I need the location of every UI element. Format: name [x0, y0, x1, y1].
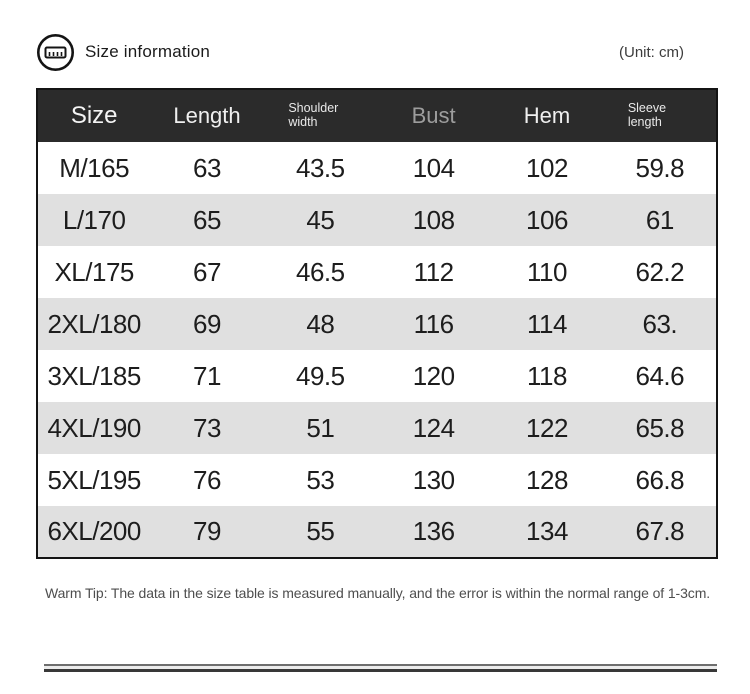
- unit-label: (Unit: cm): [619, 43, 684, 61]
- hem-cell: 110: [490, 246, 604, 298]
- table-row: M/165 63 43.5 104 102 59.8: [37, 142, 717, 194]
- table-row: 3XL/185 71 49.5 120 118 64.6: [37, 350, 717, 402]
- table-row: 5XL/195 76 53 130 128 66.8: [37, 454, 717, 506]
- hem-cell: 122: [490, 402, 604, 454]
- size-cell: 3XL/185: [37, 350, 151, 402]
- size-info-header: Size information (Unit: cm): [36, 32, 716, 72]
- shoulder-cell: 46.5: [263, 246, 377, 298]
- hem-cell: 106: [490, 194, 604, 246]
- table-row: XL/175 67 46.5 112 110 62.2: [37, 246, 717, 298]
- shoulder-cell: 43.5: [263, 142, 377, 194]
- length-cell: 67: [150, 246, 264, 298]
- hem-cell: 102: [490, 142, 604, 194]
- col-header-size: Size: [37, 89, 151, 142]
- hem-cell: 134: [490, 506, 604, 558]
- ruler-icon: [36, 33, 75, 72]
- sleeve-cell: 61: [603, 194, 717, 246]
- sleeve-cell: 66.8: [603, 454, 717, 506]
- table-row: 2XL/180 69 48 116 114 63.: [37, 298, 717, 350]
- hem-cell: 118: [490, 350, 604, 402]
- size-cell: XL/175: [37, 246, 151, 298]
- length-cell: 63: [150, 142, 264, 194]
- bust-cell: 120: [376, 350, 491, 402]
- shoulder-cell: 45: [263, 194, 377, 246]
- shoulder-cell: 49.5: [263, 350, 377, 402]
- col-header-length: Length: [150, 89, 264, 142]
- bust-cell: 130: [376, 454, 491, 506]
- sleeve-cell: 63.: [603, 298, 717, 350]
- bust-cell: 136: [376, 506, 491, 558]
- header-row: Size Length Shoulder width Bust Hem Slee…: [37, 89, 717, 142]
- bust-cell: 112: [376, 246, 491, 298]
- size-cell: 4XL/190: [37, 402, 151, 454]
- size-cell: L/170: [37, 194, 151, 246]
- col-header-shoulder-width-label: Shoulder width: [288, 100, 339, 130]
- col-header-sleeve-length-label: Sleeve length: [627, 100, 667, 130]
- size-table: Size Length Shoulder width Bust Hem Slee…: [36, 88, 718, 559]
- length-cell: 73: [150, 402, 264, 454]
- bust-cell: 104: [376, 142, 491, 194]
- hem-cell: 114: [490, 298, 604, 350]
- table-row: 4XL/190 73 51 124 122 65.8: [37, 402, 717, 454]
- size-cell: 2XL/180: [37, 298, 151, 350]
- sleeve-cell: 59.8: [603, 142, 717, 194]
- table-row: L/170 65 45 108 106 61: [37, 194, 717, 246]
- col-header-shoulder-width: Shoulder width: [263, 89, 377, 142]
- shoulder-cell: 55: [263, 506, 377, 558]
- bottom-divider: [44, 664, 717, 672]
- sleeve-cell: 62.2: [603, 246, 717, 298]
- size-cell: 5XL/195: [37, 454, 151, 506]
- length-cell: 69: [150, 298, 264, 350]
- col-header-hem: Hem: [490, 89, 604, 142]
- bust-cell: 116: [376, 298, 491, 350]
- sleeve-cell: 65.8: [603, 402, 717, 454]
- size-cell: 6XL/200: [37, 506, 151, 558]
- sleeve-cell: 64.6: [603, 350, 717, 402]
- bust-cell: 108: [376, 194, 491, 246]
- page-title: Size information: [85, 42, 211, 61]
- size-table-head: Size Length Shoulder width Bust Hem Slee…: [37, 89, 717, 142]
- col-header-sleeve-length: Sleeve length: [603, 89, 717, 142]
- shoulder-cell: 53: [263, 454, 377, 506]
- length-cell: 65: [150, 194, 264, 246]
- sleeve-cell: 67.8: [603, 506, 717, 558]
- size-cell: M/165: [37, 142, 151, 194]
- shoulder-cell: 51: [263, 402, 377, 454]
- col-header-bust: Bust: [376, 89, 491, 142]
- length-cell: 79: [150, 506, 264, 558]
- hem-cell: 128: [490, 454, 604, 506]
- bust-cell: 124: [376, 402, 491, 454]
- table-row: 6XL/200 79 55 136 134 67.8: [37, 506, 717, 558]
- size-table-body: M/165 63 43.5 104 102 59.8 L/170 65 45 1…: [37, 142, 717, 558]
- length-cell: 76: [150, 454, 264, 506]
- shoulder-cell: 48: [263, 298, 377, 350]
- warm-tip-text: Warm Tip: The data in the size table is …: [45, 585, 711, 601]
- length-cell: 71: [150, 350, 264, 402]
